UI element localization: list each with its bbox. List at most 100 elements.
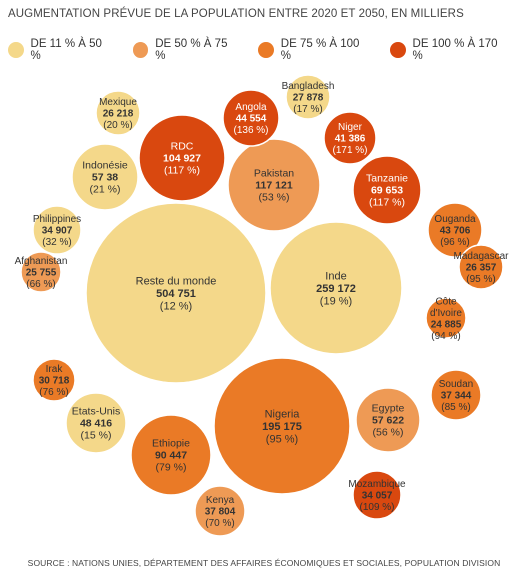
bubble-circle-ethiopie: [130, 414, 212, 496]
bubble-circle-ouganda: [427, 202, 483, 258]
bubble-value-niger: 41 386: [335, 134, 366, 145]
bubble-pct-indonesie: (21 %): [90, 184, 121, 196]
bubble-circle-inde: [269, 221, 403, 355]
bubble-circle-bangladesh: [285, 74, 331, 120]
bubble-name-madagascar: Madagascar: [453, 251, 509, 262]
bubble-name-cote-d-ivoire: Côte: [435, 296, 457, 307]
bubble-circle-soudan: [430, 369, 482, 421]
bubble-value-cote-d-ivoire: 24 885: [431, 319, 462, 330]
bubble-circle-madagascar: [458, 244, 504, 290]
bubble-name-philippines: Philippines: [33, 214, 81, 225]
bubble-value-afghanistan: 25 755: [26, 268, 57, 279]
bubble-value-mozambique: 34 057: [362, 491, 393, 502]
bubble-pct-tanzanie: (117 %): [369, 197, 405, 209]
bubble-circle-angola: [222, 89, 280, 147]
bubble-circle-etats-unis: [65, 392, 127, 454]
legend-item-100-170: DE 100 % À 170 %: [390, 38, 508, 62]
bubble-value-ethiopie: 90 447: [155, 450, 187, 462]
bubble-value-pakistan: 117 121: [255, 180, 293, 192]
bubble-pct-reste-du-monde: (12 %): [160, 300, 192, 312]
legend: DE 11 % À 50 % DE 50 % À 75 % DE 75 % À …: [8, 38, 528, 62]
bubble-pct-etats-unis: (15 %): [81, 430, 112, 442]
bubble-circle-niger: [323, 111, 377, 165]
bubble-name-ouganda: Ouganda: [434, 214, 476, 225]
bubble-pct-rdc: (117 %): [164, 165, 200, 177]
bubble-pct-egypte: (56 %): [373, 427, 404, 439]
legend-label-11-50: DE 11 % À 50 %: [30, 38, 102, 62]
legend-swatch-11-50: [8, 42, 24, 58]
bubble-value-reste-du-monde: 504 751: [156, 288, 196, 300]
bubble-pct-madagascar: (95 %): [466, 274, 495, 285]
legend-swatch-75-100: [258, 42, 274, 58]
bubble-circle-philippines: [32, 205, 82, 255]
bubble-name-inde: Inde: [325, 270, 346, 282]
legend-swatch-50-75: [132, 42, 149, 58]
bubble-name-bangladesh: Bangladesh: [282, 81, 335, 92]
bubble-name-etats-unis: Etats-Unis: [72, 406, 120, 418]
bubble-circle-mexique: [95, 90, 141, 136]
bubble-value-inde: 259 172: [316, 283, 356, 295]
bubble-pct-niger: (171 %): [332, 145, 367, 156]
bubble-name-soudan: Soudan: [439, 379, 473, 390]
bubble-value-nigeria: 195 175: [262, 421, 302, 433]
legend-swatch-100-170: [390, 42, 406, 58]
bubble-circle-tanzanie: [352, 155, 422, 225]
legend-label-75-100: DE 75 % À 100 %: [280, 38, 360, 62]
bubble-value-bangladesh: 27 878: [293, 93, 324, 104]
bubble-pct-ouganda: (96 %): [440, 237, 469, 248]
bubble-pct-philippines: (32 %): [42, 237, 71, 248]
bubble-pct-bangladesh: (17 %): [293, 104, 322, 115]
bubble-value-kenya: 37 804: [205, 507, 236, 518]
bubble-value-rdc: 104 927: [163, 153, 201, 165]
bubble-value-philippines: 34 907: [42, 226, 73, 237]
legend-label-50-75: DE 50 % À 75 %: [155, 38, 228, 62]
bubble-circle-reste-du-monde: [85, 202, 267, 384]
bubble-circle-mozambique: [352, 470, 402, 520]
legend-item-50-75: DE 50 % À 75 %: [132, 38, 239, 62]
bubble-circle-cote-d-ivoire: [425, 297, 467, 339]
bubble-pct-nigeria: (95 %): [266, 433, 298, 445]
bubble-name-kenya: Kenya: [206, 495, 235, 506]
bubble-value-ouganda: 43 706: [440, 226, 471, 237]
bubble-name-nigeria: Nigeria: [265, 408, 301, 420]
bubble-value-egypte: 57 622: [372, 415, 404, 427]
bubble-circle-irak: [32, 358, 76, 402]
bubble-pct-ethiopie: (79 %): [156, 462, 187, 474]
bubble-value-etats-unis: 48 416: [80, 418, 112, 430]
bubble-pct-kenya: (70 %): [205, 518, 234, 529]
bubble-circle-egypte: [355, 387, 421, 453]
legend-item-75-100: DE 75 % À 100 %: [258, 38, 370, 62]
bubble-name-niger: Niger: [338, 122, 363, 133]
bubble-name-egypte: Egypte: [372, 403, 405, 415]
bubble-name-indonesie: Indonésie: [82, 160, 128, 172]
chart-title: AUGMENTATION PRÉVUE DE LA POPULATION ENT…: [8, 8, 464, 20]
bubble-name-reste-du-monde: Reste du monde: [136, 275, 217, 287]
bubble-pct-angola: (136 %): [233, 125, 268, 136]
bubble-name-mozambique: Mozambique: [348, 479, 406, 490]
bubble-circle-kenya: [194, 485, 246, 537]
bubble-name-irak: Irak: [46, 364, 64, 375]
bubble-value-angola: 44 554: [236, 114, 267, 125]
bubble-pct-pakistan: (53 %): [259, 192, 290, 204]
bubble-value-soudan: 37 344: [441, 391, 472, 402]
bubble-pct-soudan: (85 %): [441, 402, 470, 413]
bubble-pct-afghanistan: (66 %): [26, 279, 55, 290]
